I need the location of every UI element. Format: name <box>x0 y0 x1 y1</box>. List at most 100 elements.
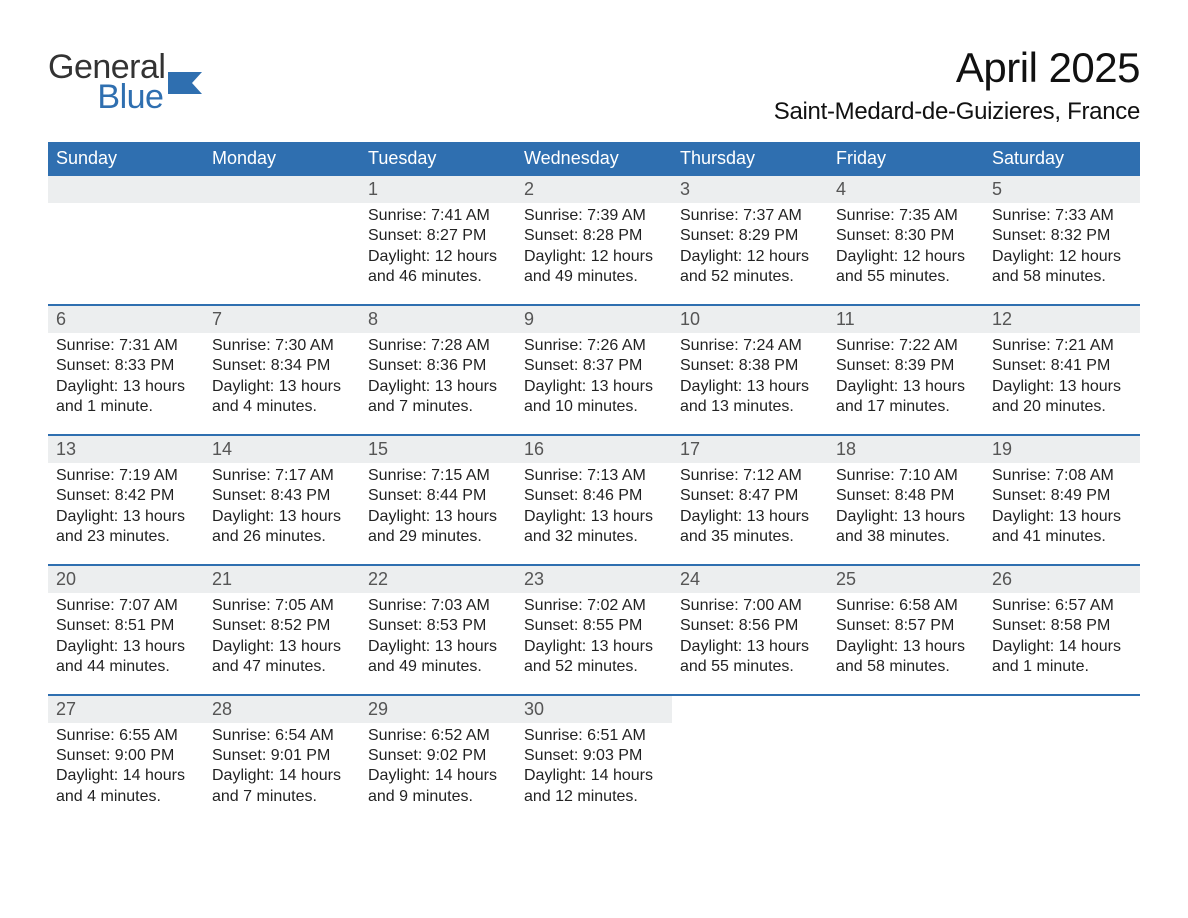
calendar-day: 7Sunrise: 7:30 AMSunset: 8:34 PMDaylight… <box>204 306 360 434</box>
sunrise-line: Sunrise: 7:24 AM <box>680 336 820 356</box>
daylight-line: Daylight: 13 hours and 38 minutes. <box>836 507 976 548</box>
flag-icon <box>168 72 202 94</box>
sunset-line: Sunset: 8:30 PM <box>836 226 976 246</box>
sunset-line: Sunset: 8:32 PM <box>992 226 1132 246</box>
day-details: Sunrise: 7:07 AMSunset: 8:51 PMDaylight:… <box>48 593 204 678</box>
calendar-day: 24Sunrise: 7:00 AMSunset: 8:56 PMDayligh… <box>672 566 828 694</box>
day-number: 6 <box>48 306 204 333</box>
calendar-week: 20Sunrise: 7:07 AMSunset: 8:51 PMDayligh… <box>48 564 1140 694</box>
calendar: Sunday Monday Tuesday Wednesday Thursday… <box>48 142 1140 823</box>
calendar-day: 15Sunrise: 7:15 AMSunset: 8:44 PMDayligh… <box>360 436 516 564</box>
day-details: Sunrise: 7:39 AMSunset: 8:28 PMDaylight:… <box>516 203 672 288</box>
calendar-day: 28Sunrise: 6:54 AMSunset: 9:01 PMDayligh… <box>204 696 360 824</box>
day-number: 13 <box>48 436 204 463</box>
calendar-day: 13Sunrise: 7:19 AMSunset: 8:42 PMDayligh… <box>48 436 204 564</box>
daylight-line: Daylight: 13 hours and 29 minutes. <box>368 507 508 548</box>
sunset-line: Sunset: 8:34 PM <box>212 356 352 376</box>
day-number: 9 <box>516 306 672 333</box>
day-details: Sunrise: 6:57 AMSunset: 8:58 PMDaylight:… <box>984 593 1140 678</box>
sunrise-line: Sunrise: 7:10 AM <box>836 466 976 486</box>
sunrise-line: Sunrise: 7:02 AM <box>524 596 664 616</box>
day-number: 12 <box>984 306 1140 333</box>
day-details: Sunrise: 6:58 AMSunset: 8:57 PMDaylight:… <box>828 593 984 678</box>
day-details: Sunrise: 7:03 AMSunset: 8:53 PMDaylight:… <box>360 593 516 678</box>
weekday-label: Wednesday <box>516 142 672 176</box>
day-number: 18 <box>828 436 984 463</box>
sunset-line: Sunset: 8:56 PM <box>680 616 820 636</box>
weekday-label: Friday <box>828 142 984 176</box>
sunrise-line: Sunrise: 7:30 AM <box>212 336 352 356</box>
daylight-line: Daylight: 13 hours and 47 minutes. <box>212 637 352 678</box>
day-details: Sunrise: 7:41 AMSunset: 8:27 PMDaylight:… <box>360 203 516 288</box>
calendar-day: 14Sunrise: 7:17 AMSunset: 8:43 PMDayligh… <box>204 436 360 564</box>
daylight-line: Daylight: 13 hours and 4 minutes. <box>212 377 352 418</box>
daylight-line: Daylight: 12 hours and 55 minutes. <box>836 247 976 288</box>
day-details: Sunrise: 6:55 AMSunset: 9:00 PMDaylight:… <box>48 723 204 808</box>
calendar-day: 8Sunrise: 7:28 AMSunset: 8:36 PMDaylight… <box>360 306 516 434</box>
day-number: 21 <box>204 566 360 593</box>
sunrise-line: Sunrise: 6:57 AM <box>992 596 1132 616</box>
calendar-day: 30 Sunrise: 6:51 AMSunset: 9:03 PMDayligh… <box>516 696 672 824</box>
weekday-label: Tuesday <box>360 142 516 176</box>
calendar-day: 11Sunrise: 7:22 AMSunset: 8:39 PMDayligh… <box>828 306 984 434</box>
sunrise-line: Sunrise: 6:51 AM <box>524 726 664 746</box>
daylight-line: Daylight: 12 hours and 49 minutes. <box>524 247 664 288</box>
day-number: 4 <box>828 176 984 203</box>
sunset-line: Sunset: 9:03 PM <box>524 746 664 766</box>
calendar-day <box>984 696 1140 824</box>
sunset-line: Sunset: 8:42 PM <box>56 486 196 506</box>
calendar-day: 4Sunrise: 7:35 AMSunset: 8:30 PMDaylight… <box>828 176 984 304</box>
day-details: Sunrise: 7:00 AMSunset: 8:56 PMDaylight:… <box>672 593 828 678</box>
day-details: Sunrise: 7:30 AMSunset: 8:34 PMDaylight:… <box>204 333 360 418</box>
day-details: Sunrise: 7:26 AMSunset: 8:37 PMDaylight:… <box>516 333 672 418</box>
sunset-line: Sunset: 8:43 PM <box>212 486 352 506</box>
sunset-line: Sunset: 8:29 PM <box>680 226 820 246</box>
sunset-line: Sunset: 8:41 PM <box>992 356 1132 376</box>
day-details: Sunrise: 7:12 AMSunset: 8:47 PMDaylight:… <box>672 463 828 548</box>
daylight-line: Daylight: 14 hours and 1 minute. <box>992 637 1132 678</box>
daylight-line: Daylight: 13 hours and 13 minutes. <box>680 377 820 418</box>
sunrise-line: Sunrise: 7:26 AM <box>524 336 664 356</box>
day-details: Sunrise: 7:05 AMSunset: 8:52 PMDaylight:… <box>204 593 360 678</box>
daylight-line: Daylight: 14 hours and 12 minutes. <box>524 766 664 807</box>
sunrise-line: Sunrise: 7:33 AM <box>992 206 1132 226</box>
sunset-line: Sunset: 8:44 PM <box>368 486 508 506</box>
sunrise-line: Sunrise: 7:37 AM <box>680 206 820 226</box>
daylight-line: Daylight: 14 hours and 7 minutes. <box>212 766 352 807</box>
page-subtitle: Saint-Medard-de-Guizieres, France <box>774 98 1140 126</box>
day-number: 3 <box>672 176 828 203</box>
day-details: Sunrise: 7:37 AMSunset: 8:29 PMDaylight:… <box>672 203 828 288</box>
day-details: Sunrise: 7:15 AMSunset: 8:44 PMDaylight:… <box>360 463 516 548</box>
calendar-day: 1Sunrise: 7:41 AMSunset: 8:27 PMDaylight… <box>360 176 516 304</box>
sunset-line: Sunset: 8:57 PM <box>836 616 976 636</box>
sunrise-line: Sunrise: 6:52 AM <box>368 726 508 746</box>
sunset-line: Sunset: 8:55 PM <box>524 616 664 636</box>
sunrise-line: Sunrise: 7:07 AM <box>56 596 196 616</box>
sunset-line: Sunset: 8:51 PM <box>56 616 196 636</box>
day-details: Sunrise: 7:08 AMSunset: 8:49 PMDaylight:… <box>984 463 1140 548</box>
sunrise-line: Sunrise: 6:58 AM <box>836 596 976 616</box>
calendar-day <box>48 176 204 304</box>
sunrise-line: Sunrise: 7:05 AM <box>212 596 352 616</box>
calendar-day: 9Sunrise: 7:26 AMSunset: 8:37 PMDaylight… <box>516 306 672 434</box>
calendar-day <box>204 176 360 304</box>
sunset-line: Sunset: 9:01 PM <box>212 746 352 766</box>
sunset-line: Sunset: 8:27 PM <box>368 226 508 246</box>
daylight-line: Daylight: 13 hours and 41 minutes. <box>992 507 1132 548</box>
daylight-line: Daylight: 13 hours and 32 minutes. <box>524 507 664 548</box>
sunrise-line: Sunrise: 7:28 AM <box>368 336 508 356</box>
weekday-label: Monday <box>204 142 360 176</box>
daylight-line: Daylight: 13 hours and 49 minutes. <box>368 637 508 678</box>
calendar-day: 29Sunrise: 6:52 AMSunset: 9:02 PMDayligh… <box>360 696 516 824</box>
page-title: April 2025 <box>774 44 1140 92</box>
sunset-line: Sunset: 8:33 PM <box>56 356 196 376</box>
sunrise-line: Sunrise: 7:13 AM <box>524 466 664 486</box>
daylight-line: Daylight: 13 hours and 52 minutes. <box>524 637 664 678</box>
day-details: Sunrise: 7:28 AMSunset: 8:36 PMDaylight:… <box>360 333 516 418</box>
day-number: 30 <box>516 696 672 723</box>
daylight-line: Daylight: 13 hours and 26 minutes. <box>212 507 352 548</box>
sunset-line: Sunset: 9:00 PM <box>56 746 196 766</box>
sunset-line: Sunset: 8:28 PM <box>524 226 664 246</box>
sunset-line: Sunset: 8:46 PM <box>524 486 664 506</box>
sunset-line: Sunset: 8:38 PM <box>680 356 820 376</box>
